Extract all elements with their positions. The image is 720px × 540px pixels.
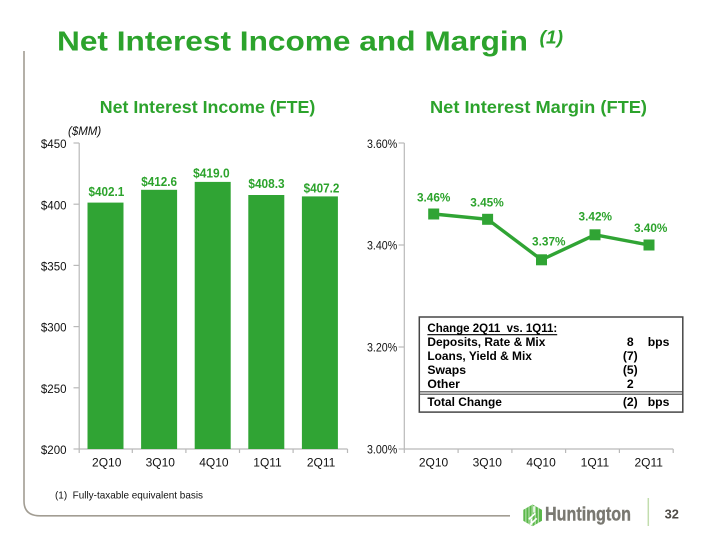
- svg-text:3Q10: 3Q10: [473, 456, 503, 470]
- svg-text:$400: $400: [41, 200, 67, 212]
- svg-text:1Q11: 1Q11: [581, 456, 610, 470]
- svg-text:3.00%: 3.00%: [367, 444, 397, 456]
- svg-text:Loans, Yield & Mix: Loans, Yield & Mix: [427, 349, 532, 363]
- svg-text:2: 2: [627, 377, 634, 391]
- svg-text:Huntington: Huntington: [545, 503, 631, 525]
- svg-text:(1) Fully-taxable equivalent: (1) Fully-taxable equivalent basis: [55, 491, 203, 502]
- svg-text:1Q11: 1Q11: [253, 456, 282, 470]
- svg-text:Other: Other: [427, 377, 460, 391]
- svg-text:Swaps: Swaps: [427, 363, 466, 377]
- svg-text:$250: $250: [41, 384, 67, 396]
- svg-text:4Q10: 4Q10: [199, 456, 229, 470]
- svg-text:Deposits, Rate & Mix: Deposits, Rate & Mix: [427, 335, 545, 349]
- svg-text:(2): (2): [623, 395, 638, 409]
- svg-text:2Q10: 2Q10: [92, 456, 122, 470]
- svg-text:3.42%: 3.42%: [579, 209, 613, 223]
- svg-text:$408.3: $408.3: [248, 176, 284, 191]
- svg-text:$450: $450: [41, 139, 67, 151]
- svg-text:(5): (5): [623, 363, 638, 377]
- svg-text:$300: $300: [41, 323, 67, 335]
- svg-text:$412.6: $412.6: [141, 174, 177, 189]
- svg-text:(7): (7): [623, 349, 638, 363]
- svg-text:2Q11: 2Q11: [634, 456, 663, 470]
- svg-text:2Q11: 2Q11: [307, 456, 336, 470]
- svg-text:bps: bps: [648, 395, 670, 409]
- svg-text:Net Interest Income (FTE): Net Interest Income (FTE): [100, 97, 316, 117]
- svg-text:8: 8: [627, 335, 634, 349]
- svg-text:Change 2Q11 vs. 1Q11:: Change 2Q11 vs. 1Q11:: [427, 321, 557, 335]
- svg-text:Net Interest Income and Margin: Net Interest Income and Margin: [57, 26, 528, 57]
- svg-text:3.40%: 3.40%: [367, 240, 397, 252]
- svg-text:3.20%: 3.20%: [367, 342, 397, 354]
- svg-text:bps: bps: [648, 335, 670, 349]
- svg-text:Net Interest Margin (FTE): Net Interest Margin (FTE): [430, 97, 647, 117]
- svg-text:$407.2: $407.2: [304, 181, 340, 196]
- svg-text:$419.0: $419.0: [193, 166, 230, 181]
- svg-text:$402.1: $402.1: [89, 184, 125, 199]
- svg-text:32: 32: [665, 506, 679, 521]
- svg-text:3.40%: 3.40%: [634, 221, 668, 235]
- svg-text:3.46%: 3.46%: [417, 190, 451, 204]
- svg-text:4Q10: 4Q10: [526, 456, 556, 470]
- svg-text:(1): (1): [540, 28, 564, 48]
- svg-text:($MM): ($MM): [68, 126, 101, 138]
- svg-text:$200: $200: [41, 445, 67, 457]
- svg-text:2Q10: 2Q10: [419, 456, 449, 470]
- svg-text:3.60%: 3.60%: [367, 139, 397, 151]
- svg-text:3Q10: 3Q10: [146, 456, 176, 470]
- svg-text:Total Change: Total Change: [427, 395, 502, 409]
- svg-text:3.45%: 3.45%: [470, 195, 504, 209]
- svg-text:$350: $350: [41, 262, 67, 274]
- svg-text:3.37%: 3.37%: [532, 235, 566, 249]
